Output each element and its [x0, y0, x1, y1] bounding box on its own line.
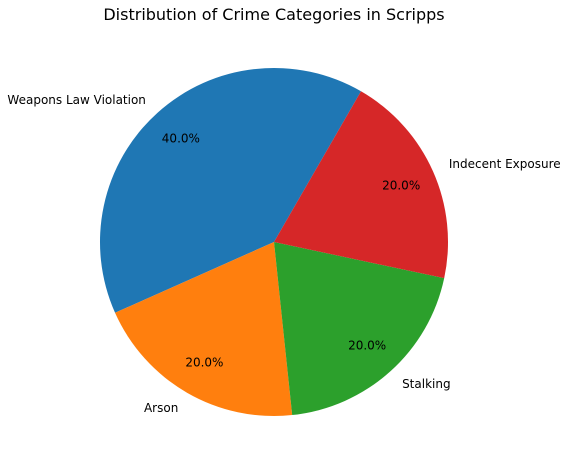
slice-label-stalking: Stalking: [402, 377, 451, 391]
pie-slice-indecent-exposure: [274, 91, 449, 279]
slice-label-weapons-law-violation: Weapons Law Violation: [7, 93, 146, 107]
pie-labels: Weapons Law Violation 40.0% Arson 20.0% Stal…: [7, 93, 560, 415]
pie-slice-stalking: [274, 242, 445, 416]
slice-pct-stalking: 20.0%: [348, 338, 386, 352]
slice-pct-weapons-law-violation: 40.0%: [162, 132, 200, 146]
pie-slice-arson: [115, 242, 293, 417]
slice-label-arson: Arson: [144, 401, 178, 415]
slice-label-indecent-exposure: Indecent Exposure: [449, 157, 561, 171]
pie-slice-weapons-law-violation: [99, 67, 362, 313]
chart-title: Distribution of Crime Categories in Scri…: [103, 5, 444, 24]
pie-slices: [99, 67, 449, 417]
slice-pct-arson: 20.0%: [185, 356, 223, 370]
slice-pct-indecent-exposure: 20.0%: [382, 178, 420, 192]
